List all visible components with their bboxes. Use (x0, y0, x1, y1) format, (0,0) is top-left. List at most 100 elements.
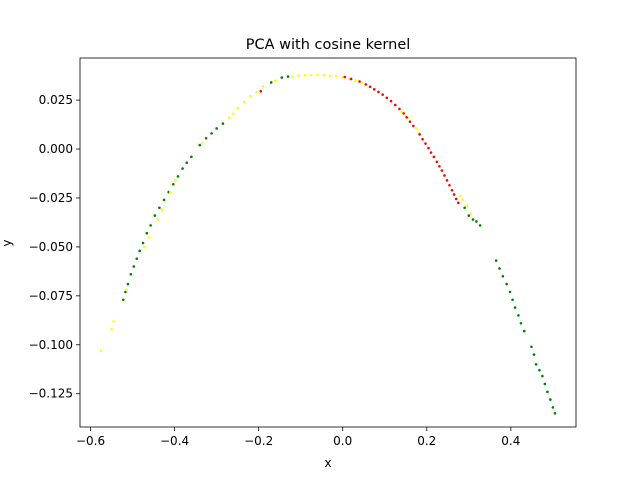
data-point (255, 90, 258, 94)
data-point (236, 106, 239, 110)
data-point (141, 241, 145, 245)
data-point (176, 175, 180, 178)
data-point (185, 161, 189, 165)
data-point (412, 124, 415, 128)
data-point (242, 100, 246, 104)
data-point (210, 132, 213, 135)
data-point (200, 141, 204, 145)
data-point (459, 194, 462, 198)
data-point (227, 116, 231, 120)
data-point (469, 212, 473, 215)
data-point (454, 197, 458, 201)
data-point (248, 94, 252, 98)
data-point (138, 249, 141, 253)
data-point (467, 214, 471, 217)
data-point (405, 116, 408, 119)
data-point (290, 75, 294, 79)
data-point (435, 160, 439, 164)
data-point (135, 257, 139, 260)
plot-frame (79, 57, 577, 428)
points-layer (99, 73, 557, 415)
data-point (349, 77, 353, 81)
data-point (408, 120, 412, 123)
x-tick-label: −0.2 (244, 434, 273, 448)
data-point (322, 73, 326, 77)
data-point (160, 208, 164, 212)
data-point (475, 220, 478, 223)
data-point (400, 110, 403, 114)
data-point (364, 83, 368, 86)
data-point (261, 85, 265, 88)
data-point (358, 80, 361, 83)
y-tick-label: 0.000 (39, 142, 73, 156)
data-point (124, 290, 127, 294)
data-point (432, 155, 436, 159)
data-point (553, 412, 557, 415)
data-point (505, 282, 508, 286)
data-point (429, 151, 433, 154)
data-point (99, 349, 103, 352)
data-point (417, 131, 420, 134)
data-point (204, 136, 208, 140)
data-point (198, 143, 202, 147)
data-point (125, 288, 128, 292)
data-point (343, 75, 347, 79)
data-point (372, 88, 376, 91)
data-point (461, 198, 464, 202)
data-point (532, 353, 536, 356)
data-point (421, 137, 424, 141)
data-point (443, 174, 446, 177)
data-point (341, 75, 345, 79)
data-point (303, 73, 307, 77)
data-point (259, 89, 263, 93)
data-point (347, 77, 351, 80)
data-point (169, 190, 172, 194)
data-point (385, 96, 389, 100)
data-point (445, 179, 449, 182)
y-tick-label: −0.050 (29, 240, 73, 254)
data-point (360, 81, 363, 84)
data-point (172, 182, 175, 186)
data-point (398, 107, 401, 111)
y-tick-label: −0.025 (29, 191, 73, 205)
data-point (232, 112, 235, 116)
y-tick-label: −0.075 (29, 289, 73, 303)
y-axis-label: y (0, 239, 14, 246)
data-point (126, 282, 130, 286)
data-point (498, 267, 501, 270)
data-point (530, 345, 533, 349)
y-tick-label: 0.025 (39, 93, 73, 107)
data-point (551, 406, 555, 409)
data-point (269, 81, 273, 84)
data-point (534, 363, 538, 366)
data-point (354, 79, 357, 82)
data-point (523, 329, 526, 333)
data-point (149, 224, 152, 227)
data-point (221, 122, 225, 125)
data-point (438, 164, 441, 168)
data-point (309, 73, 313, 77)
data-point (465, 204, 469, 208)
data-point (156, 218, 160, 221)
data-point (368, 85, 372, 89)
data-point (424, 142, 427, 145)
data-point (440, 169, 444, 172)
data-point (316, 73, 319, 77)
data-point (190, 155, 193, 159)
data-point (448, 183, 451, 187)
data-point (181, 167, 184, 170)
data-point (328, 74, 332, 77)
x-axis-label: x (324, 456, 331, 470)
data-point (274, 79, 277, 82)
data-point (162, 198, 166, 202)
y-tick-label: −0.125 (29, 387, 73, 401)
data-point (174, 179, 177, 182)
x-axis-ticks: −0.6 −0.4 −0.2 0.0 0.2 0.4 (76, 427, 520, 448)
data-point (546, 390, 549, 394)
data-point (508, 290, 512, 294)
data-point (463, 206, 466, 210)
x-tick-label: −0.4 (160, 434, 189, 448)
data-point (110, 327, 113, 331)
